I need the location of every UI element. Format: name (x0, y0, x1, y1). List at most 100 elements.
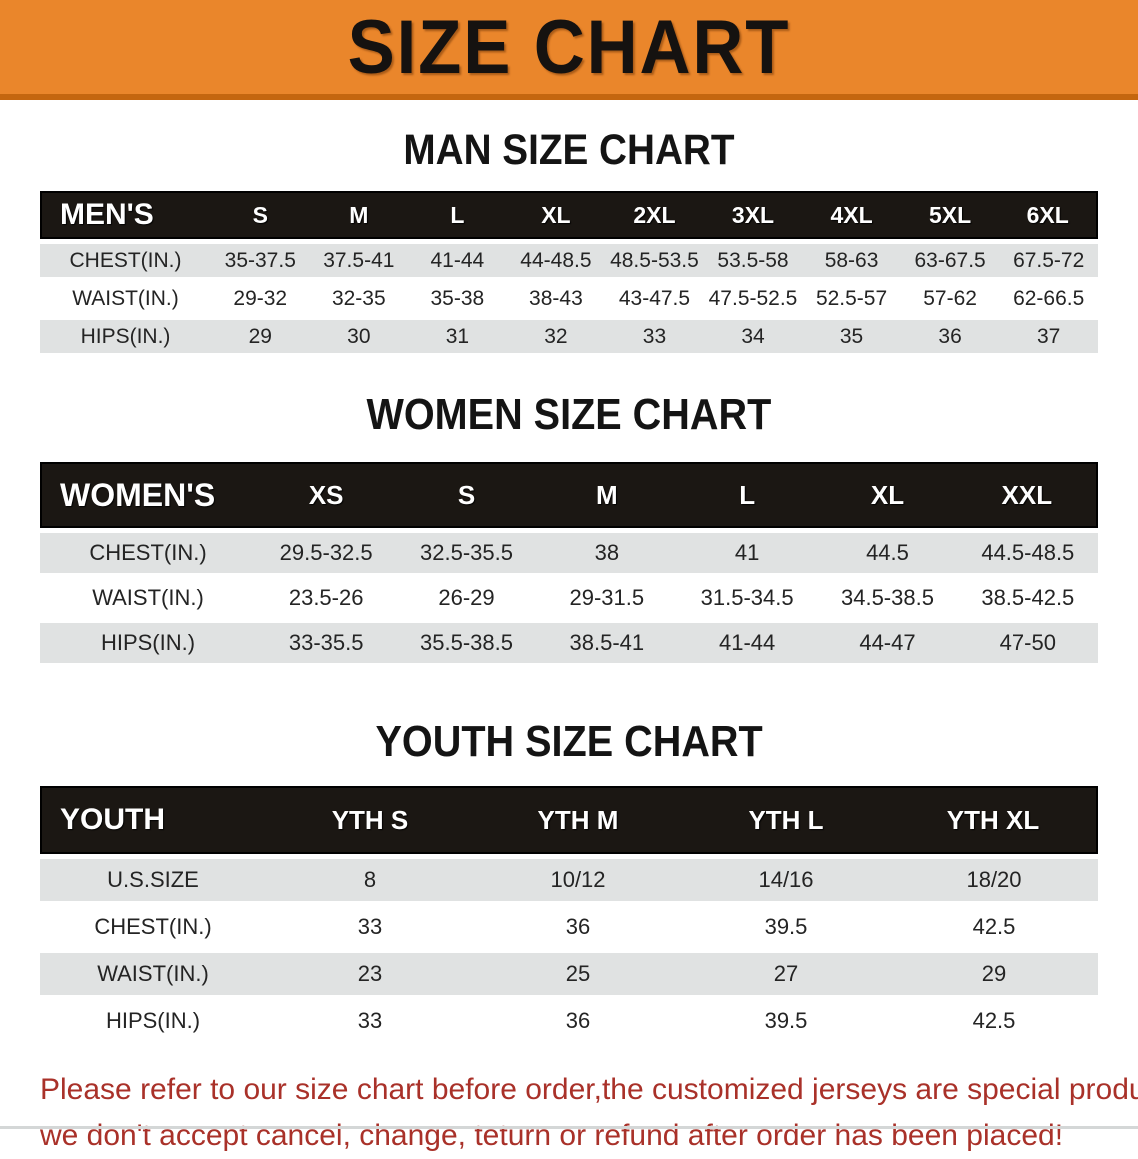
size-value-cell: 10/12 (550, 867, 606, 892)
size-column-header: XL (817, 462, 958, 528)
row-label: HIPS(IN.) (100, 630, 196, 655)
size-value-cell: 35-37.5 (224, 248, 296, 272)
row-label: CHEST(IN.) (94, 914, 212, 939)
size-value-cell: 32.5-35.5 (420, 540, 513, 565)
size-column-header: XL (506, 191, 606, 239)
size-column-header: 4XL (802, 191, 901, 239)
youth-table-label: YOUTH (40, 786, 266, 854)
row-label: CHEST(IN.) (69, 248, 182, 272)
size-value-cell: 14/16 (758, 867, 814, 892)
size-value-cell: 32 (544, 324, 568, 348)
size-value-cell: 34.5-38.5 (840, 585, 934, 610)
size-value-cell: 37 (1037, 324, 1061, 348)
table-row: CHEST(IN.) 29.5-32.5 32.5-35.5 38 41 44.5 44.5… (40, 533, 1098, 573)
size-column-header: M (536, 462, 677, 528)
size-value-cell: 62-66.5 (1013, 286, 1085, 310)
size-value-cell: 33 (642, 324, 667, 348)
size-column-header: 2XL (605, 191, 704, 239)
row-label: HIPS(IN.) (80, 324, 171, 348)
size-value-cell: 47.5-52.5 (708, 286, 798, 310)
youth-table-header-row: YOUTH YTH S YTH M YTH L YTH XL (40, 786, 1098, 854)
size-value-cell: 38.5-42.5 (981, 585, 1075, 610)
size-column-header: XXL (957, 462, 1098, 528)
table-row: WAIST(IN.) 23 25 27 29 (40, 953, 1098, 995)
size-value-cell: 36 (565, 914, 591, 939)
table-row: HIPS(IN.) 33-35.5 35.5-38.5 38.5-41 41-44 44-… (40, 623, 1098, 663)
youth-section-title-text: YOUTH SIZE CHART (375, 717, 763, 766)
man-section-title: MAN SIZE CHART (0, 127, 1138, 173)
size-value-cell: 63-67.5 (914, 248, 986, 272)
size-value-cell: 8 (363, 867, 377, 892)
table-row: CHEST(IN.) 33 36 39.5 42.5 (40, 906, 1098, 948)
women-table-label: WOMEN'S (40, 462, 256, 528)
size-value-cell: 36 (565, 1008, 591, 1033)
table-row: U.S.SIZE 8 10/12 14/16 18/20 (40, 859, 1098, 901)
size-value-cell: 53.5-58 (717, 248, 789, 272)
table-row: CHEST(IN.) 35-37.5 37.5-41 41-44 44-48.5 48.5… (40, 244, 1098, 277)
size-value-cell: 38-43 (529, 286, 583, 310)
size-value-cell: 44.5 (866, 540, 909, 565)
row-label: HIPS(IN.) (105, 1008, 201, 1033)
disclaimer-line-1: Please refer to our size chart before or… (40, 1073, 1138, 1106)
size-value-cell: 44.5-48.5 (981, 540, 1075, 565)
size-value-cell: 42.5 (972, 1008, 1016, 1033)
size-value-cell: 31 (445, 324, 470, 348)
size-value-cell: 29 (981, 961, 1007, 986)
size-column-header: L (676, 462, 818, 528)
size-value-cell: 38 (594, 540, 620, 565)
size-value-cell: 18/20 (966, 867, 1022, 892)
table-row: HIPS(IN.) 33 36 39.5 42.5 (40, 1000, 1098, 1042)
size-column-header: YTH L (682, 786, 890, 854)
size-column-header: 5XL (900, 191, 1000, 239)
size-value-cell: 43-47.5 (618, 286, 691, 310)
size-value-cell: 58-63 (824, 248, 879, 272)
size-column-header: M (309, 191, 409, 239)
size-value-cell: 47-50 (999, 630, 1056, 655)
size-value-cell: 38.5-41 (569, 630, 645, 655)
women-size-table: WOMEN'S XS S M L XL XXL CHEST(IN.) 29.5-32.5 32.… (40, 457, 1098, 668)
men-size-table: MEN'S S M L XL 2XL 3XL 4XL 5XL 6XL CHEST(IN.) 35-3… (40, 186, 1098, 358)
size-column-header: YTH XL (890, 786, 1098, 854)
disclaimer-text: Please refer to our size chart before or… (40, 1067, 1138, 1159)
disclaimer-line-2: we don't accept cancel, change, teturn o… (40, 1119, 1064, 1152)
size-value-cell: 57-62 (923, 286, 977, 310)
youth-size-table: YOUTH YTH S YTH M YTH L YTH XL U.S.SIZE 8 10/1… (40, 781, 1098, 1047)
size-value-cell: 44-48.5 (520, 248, 592, 272)
size-value-cell: 34 (741, 324, 765, 348)
size-value-cell: 35.5-38.5 (420, 630, 513, 655)
man-section-title-text: MAN SIZE CHART (403, 126, 735, 174)
size-value-cell: 39.5 (764, 914, 808, 939)
size-column-header: L (408, 191, 507, 239)
size-value-cell: 44-47 (859, 630, 916, 655)
size-value-cell: 31.5-34.5 (700, 585, 794, 610)
size-value-cell: 33 (357, 914, 383, 939)
image-bottom-edge-line (0, 1126, 1138, 1129)
men-table-label: MEN'S (40, 191, 211, 239)
size-value-cell: 29.5-32.5 (279, 540, 373, 565)
women-table-header-row: WOMEN'S XS S M L XL XXL (40, 462, 1098, 528)
size-value-cell: 35 (839, 324, 864, 348)
size-value-cell: 42.5 (972, 914, 1016, 939)
table-row: WAIST(IN.) 23.5-26 26-29 29-31.5 31.5-34.5 34… (40, 578, 1098, 618)
size-value-cell: 26-29 (438, 585, 495, 610)
banner-title: SIZE CHART (347, 4, 791, 90)
youth-section-title: YOUTH SIZE CHART (0, 718, 1138, 766)
size-value-cell: 36 (938, 324, 962, 348)
row-label: U.S.SIZE (107, 867, 199, 892)
size-value-cell: 67.5-72 (1013, 248, 1085, 272)
size-column-header: S (396, 462, 537, 528)
size-column-header: S (211, 191, 310, 239)
size-value-cell: 41 (734, 540, 760, 565)
row-label: CHEST(IN.) (89, 540, 207, 565)
size-value-cell: 25 (565, 961, 591, 986)
size-column-header: YTH S (266, 786, 474, 854)
size-value-cell: 41-44 (430, 248, 485, 272)
size-column-header: 3XL (703, 191, 803, 239)
table-row: WAIST(IN.) 29-32 32-35 35-38 38-43 43-47.5 47.… (40, 282, 1098, 315)
size-value-cell: 33-35.5 (288, 630, 364, 655)
size-value-cell: 41-44 (719, 630, 776, 655)
size-value-cell: 39.5 (764, 1008, 808, 1033)
size-value-cell: 29-32 (233, 286, 288, 310)
row-label: WAIST(IN.) (92, 585, 204, 610)
size-column-header: 6XL (999, 191, 1098, 239)
